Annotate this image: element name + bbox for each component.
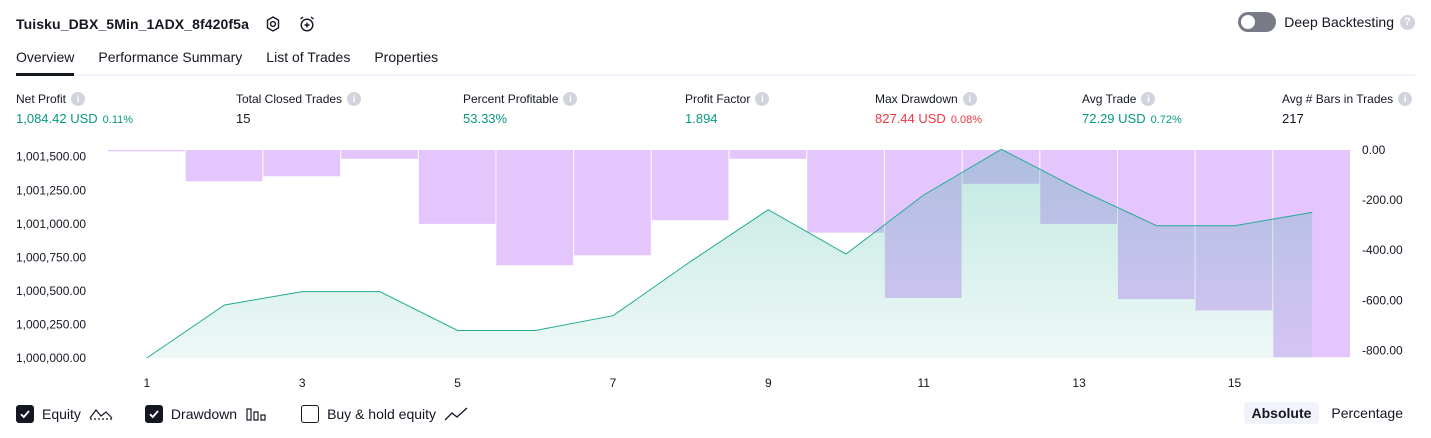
legend-drawdown[interactable]: Drawdown <box>144 405 269 423</box>
mode-percentage-button[interactable]: Percentage <box>1331 405 1403 421</box>
drawdown-bars-icon <box>245 406 269 422</box>
legend-label: Drawdown <box>170 406 238 422</box>
x-tick-label: 11 <box>917 376 930 390</box>
drawdown-bar <box>185 150 263 182</box>
drawdown-bar <box>651 150 729 221</box>
stat-value: 827.44 USD <box>875 111 946 126</box>
legend-label: Equity <box>42 406 81 422</box>
deep-backtesting: Deep Backtesting ? <box>1238 12 1415 32</box>
stat-value: 1.894 <box>685 111 718 126</box>
stat-label: Avg Trade <box>1082 92 1137 106</box>
drawdown-bar <box>807 150 884 233</box>
stat-percent: 0.08% <box>950 114 983 126</box>
stat-value: 15 <box>236 111 251 126</box>
buy-hold-checkbox[interactable] <box>301 405 320 423</box>
stat-avg-bars-in-trades: Avg # Bars in Trades i 217 <box>1282 92 1413 126</box>
tab-bar: Overview Performance Summary List of Tra… <box>16 46 1415 76</box>
equity-area-fill <box>146 149 1313 358</box>
stat-value: 1,084.42 USD <box>16 111 98 126</box>
display-mode-switch: Absolute Percentage <box>1240 402 1412 424</box>
stat-label: Profit Factor <box>685 92 751 106</box>
mode-absolute-button[interactable]: Absolute <box>1243 402 1320 424</box>
info-icon[interactable]: i <box>755 92 770 106</box>
x-tick-label: 7 <box>610 376 617 390</box>
equity-checkbox[interactable] <box>16 405 34 423</box>
stat-total-closed-trades: Total Closed Trades i 15 <box>236 92 362 126</box>
strategy-header: Tuisku_DBX_5Min_1ADX_8f420f5a <box>16 10 317 38</box>
stat-label: Percent Profitable <box>463 92 559 106</box>
y-right-tick-label: -400.00 <box>1362 243 1403 257</box>
help-icon[interactable]: ? <box>1400 14 1415 30</box>
y-left-tick-label: 1,000,250.00 <box>16 318 86 332</box>
x-tick-label: 5 <box>454 376 461 390</box>
drawdown-bar <box>729 150 807 159</box>
stat-percent: 0.11% <box>102 114 134 126</box>
stats-row: Net Profit i 1,084.42 USD 0.11% Total Clos… <box>16 92 1415 132</box>
x-tick-label: 3 <box>299 376 306 390</box>
x-tick-label: 15 <box>1228 376 1242 390</box>
tab-list-of-trades[interactable]: List of Trades <box>266 49 351 65</box>
info-icon[interactable]: i <box>962 92 977 106</box>
equity-drawdown-chart[interactable]: 1,001,500.00 1,001,250.00 1,001,000.00 1,00… <box>0 140 1431 395</box>
stat-percent: 0.72% <box>1150 114 1182 126</box>
stat-value: 72.29 USD <box>1082 111 1146 126</box>
drawdown-bar <box>574 150 651 256</box>
y-left-tick-label: 1,000,500.00 <box>16 284 86 298</box>
stat-value: 53.33% <box>463 111 508 126</box>
stat-percent-profitable: Percent Profitable i 53.33% <box>463 92 578 126</box>
drawdown-bar <box>108 150 185 152</box>
stat-label: Total Closed Trades <box>236 92 343 106</box>
y-left-tick-label: 1,001,250.00 <box>16 183 86 197</box>
stat-value: 217 <box>1282 111 1304 126</box>
legend-buy-hold[interactable]: Buy & hold equity <box>301 405 468 423</box>
y-right-tick-label: 0.00 <box>1362 143 1386 157</box>
y-left-tick-label: 1,000,750.00 <box>16 250 86 264</box>
drawdown-bar <box>263 150 341 177</box>
info-icon[interactable]: i <box>563 92 578 106</box>
equity-area <box>146 148 1313 359</box>
info-icon[interactable]: i <box>1141 92 1156 106</box>
info-icon[interactable]: i <box>1398 92 1413 106</box>
deep-backtesting-label: Deep Backtesting <box>1284 14 1394 30</box>
y-right-tick-label: -600.00 <box>1362 293 1403 307</box>
stat-profit-factor: Profit Factor i 1.894 <box>685 92 770 126</box>
y-left-tick-label: 1,000,000.00 <box>16 351 86 365</box>
alarm-add-icon[interactable] <box>297 14 317 34</box>
stat-label: Avg # Bars in Trades <box>1282 92 1394 106</box>
gear-icon[interactable] <box>263 14 283 34</box>
buy-hold-line-icon <box>444 406 468 422</box>
stat-avg-trade: Avg Trade i 72.29 USD 0.72% <box>1082 92 1182 126</box>
y-left-tick-label: 1,001,500.00 <box>16 150 86 164</box>
drawdown-bar <box>496 150 574 266</box>
drawdown-checkbox[interactable] <box>144 405 163 423</box>
stat-label: Net Profit <box>16 92 67 106</box>
y-right-tick-label: -200.00 <box>1362 193 1403 207</box>
info-icon[interactable]: i <box>347 92 362 106</box>
chart-footer: Equity Drawdown Buy & hold equity Absolu… <box>16 402 1415 426</box>
x-tick-label: 9 <box>765 376 772 390</box>
strategy-title: Tuisku_DBX_5Min_1ADX_8f420f5a <box>16 16 249 32</box>
y-axis-left: 1,001,500.00 1,001,250.00 1,001,000.00 1,00… <box>16 150 86 365</box>
x-axis: 1 3 5 7 9 11 13 15 <box>143 376 1241 390</box>
legend-label: Buy & hold equity <box>327 406 437 422</box>
x-tick-label: 1 <box>143 376 150 390</box>
y-left-tick-label: 1,001,000.00 <box>16 217 86 231</box>
y-right-tick-label: -800.00 <box>1362 344 1403 358</box>
legend-equity[interactable]: Equity <box>16 405 113 423</box>
stat-max-drawdown: Max Drawdown i 827.44 USD 0.08% <box>875 92 982 126</box>
tab-properties[interactable]: Properties <box>374 49 439 65</box>
stat-net-profit: Net Profit i 1,084.42 USD 0.11% <box>16 92 133 126</box>
deep-backtesting-toggle[interactable] <box>1238 12 1277 32</box>
equity-line <box>146 148 1313 359</box>
x-tick-label: 13 <box>1072 376 1086 390</box>
tab-performance-summary[interactable]: Performance Summary <box>98 49 243 65</box>
info-icon[interactable]: i <box>71 92 86 106</box>
tab-overview[interactable]: Overview <box>16 46 75 76</box>
stat-label: Max Drawdown <box>875 92 958 106</box>
drawdown-bar <box>341 150 418 159</box>
y-axis-right: 0.00 -200.00 -400.00 -600.00 -800.00 <box>1362 143 1403 358</box>
equity-line-icon <box>89 406 113 422</box>
drawdown-bar <box>418 150 496 224</box>
